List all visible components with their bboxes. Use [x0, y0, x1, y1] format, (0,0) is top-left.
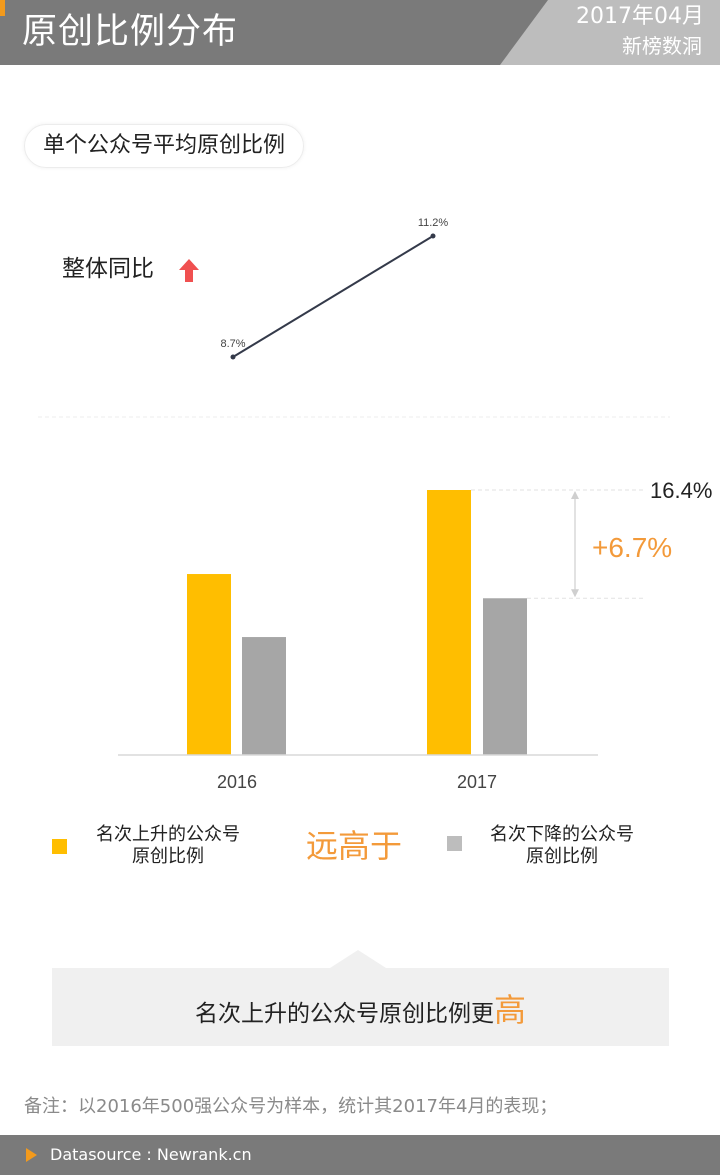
- header-accent: [0, 0, 5, 16]
- header-brand: 新榜数洞: [622, 34, 702, 58]
- legend-swatch-up: [52, 839, 67, 854]
- page-title: 原创比例分布: [22, 12, 239, 52]
- conclusion-highlight: 高: [493, 991, 526, 1029]
- bracket-arrow-down-icon: [571, 589, 579, 598]
- yoy-label: 整体同比: [62, 256, 154, 282]
- footer-bar: Datasource : Newrank.cn: [0, 1135, 720, 1175]
- footnote: 备注：以2016年500强公众号为样本，统计其2017年4月的表现；: [24, 1096, 558, 1117]
- line-point-2016: [230, 354, 236, 360]
- legend-down-line2: 原创比例: [526, 846, 598, 867]
- legend-label-up: 名次上升的公众号 原创比例: [82, 824, 254, 868]
- top-value-label: 16.4%: [650, 478, 712, 503]
- conclusion-text: 名次上升的公众号原创比例更高: [52, 990, 669, 1034]
- bar-down-2016: [242, 637, 286, 755]
- legend-up-line2: 原创比例: [132, 846, 204, 867]
- difference-label: +6.7%: [592, 532, 672, 563]
- line-label-2017: 11.2%: [418, 217, 449, 229]
- bar-down-2017: [483, 598, 527, 755]
- bar-up-2017: [427, 490, 471, 755]
- chart-subtitle: 单个公众号平均原创比例: [24, 124, 305, 168]
- legend-label-down: 名次下降的公众号 原创比例: [476, 824, 648, 868]
- conclusion-box: [52, 968, 669, 1046]
- chart-area: 8.7% 11.2% 2016 2017 16.4% +6.7%: [38, 217, 712, 792]
- legend-swatch-down: [447, 836, 462, 851]
- header-date: 2017年04月: [576, 4, 704, 29]
- bar-up-2016: [187, 574, 231, 755]
- up-arrow-icon: [179, 259, 199, 282]
- x-tick-2016: 2016: [217, 772, 257, 792]
- play-triangle-icon: [26, 1148, 37, 1162]
- callout-notch: [330, 950, 386, 968]
- header-bar: 原创比例分布 2017年04月 新榜数洞: [0, 0, 720, 65]
- x-tick-2017: 2017: [457, 772, 497, 792]
- legend-down-line1: 名次下降的公众号: [490, 824, 634, 845]
- bracket-arrow-up-icon: [571, 491, 579, 499]
- compare-word: 远高于: [306, 827, 403, 865]
- legend-up-line1: 名次上升的公众号: [96, 824, 240, 845]
- line-point-2017: [430, 233, 436, 239]
- line-label-2016: 8.7%: [220, 338, 245, 350]
- datasource-text: Datasource : Newrank.cn: [50, 1145, 252, 1164]
- conclusion-main: 名次上升的公众号原创比例更: [194, 1001, 494, 1027]
- line-series: [232, 235, 434, 358]
